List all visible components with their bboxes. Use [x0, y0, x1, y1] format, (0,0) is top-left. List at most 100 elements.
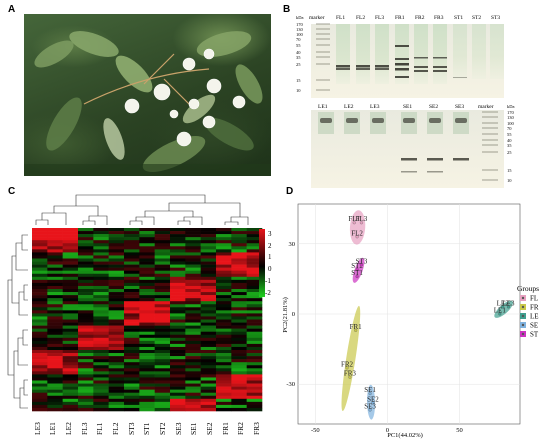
heatmap-cell	[139, 359, 155, 363]
lane-label: ST3	[491, 15, 500, 21]
heatmap-cell	[32, 243, 48, 247]
heatmap-cell	[108, 350, 125, 354]
heatmap-cell	[47, 246, 63, 250]
heatmap-cell	[47, 285, 63, 290]
heatmap-cell	[154, 304, 171, 308]
heatmap-cell	[139, 407, 155, 412]
heatmap-cell	[108, 386, 125, 390]
heatmap-cell	[108, 337, 125, 342]
heatmap-cell	[216, 377, 232, 381]
heatmap-cell	[47, 368, 63, 372]
heatmap-cell	[47, 276, 63, 281]
heatmap-cell	[32, 246, 48, 250]
heatmap-cell	[139, 337, 155, 342]
heatmap-cell	[108, 289, 125, 293]
heatmap-cell	[170, 380, 186, 384]
heatmap-cell	[246, 380, 263, 384]
heatmap-cell	[200, 301, 217, 305]
heatmap-cell	[246, 371, 263, 375]
pca-gridlines	[298, 204, 520, 424]
heatmap-cell	[124, 307, 140, 311]
heatmap-cell	[47, 264, 63, 268]
heatmap-cell	[200, 243, 217, 247]
heatmap-cell	[62, 246, 79, 250]
heatmap-cell	[62, 289, 79, 293]
heatmap-cell	[32, 337, 48, 342]
heatmap-cell	[93, 316, 109, 320]
heatmap-cell	[246, 362, 263, 366]
heatmap-cell	[200, 383, 217, 387]
heatmap-cell	[200, 237, 217, 241]
heatmap-cell	[108, 249, 125, 253]
heatmap-cell	[170, 292, 186, 296]
heatmap-cell	[62, 295, 79, 299]
heatmap-cell	[62, 334, 79, 339]
heatmap-cell	[124, 282, 140, 287]
heatmap-cell	[124, 404, 140, 409]
scale-tick-label: -2	[265, 289, 271, 297]
heatmap-cell	[170, 249, 186, 253]
heatmap-cell	[124, 386, 140, 390]
heatmap-cell	[32, 368, 48, 372]
heatmap-cell	[108, 343, 125, 348]
heatmap-cell	[154, 261, 171, 265]
heatmap-cell	[185, 276, 201, 281]
heatmap-cell	[231, 346, 247, 351]
heatmap-cell	[93, 404, 109, 409]
heatmap-cell	[93, 255, 109, 259]
heatmap-cell	[246, 401, 263, 406]
heatmap-cell	[170, 285, 186, 290]
heatmap-cells	[32, 228, 263, 412]
heatmap-cell	[78, 295, 94, 299]
heatmap-cell	[139, 377, 155, 381]
heatmap-cell	[139, 346, 155, 351]
heatmap-cell	[200, 307, 217, 311]
point-label: ST1	[351, 269, 363, 277]
heatmap-cell	[93, 243, 109, 247]
heatmap-cell	[231, 304, 247, 308]
heatmap-cell	[32, 346, 48, 351]
heatmap-cell	[154, 240, 171, 244]
heatmap-cell	[124, 255, 140, 259]
ladder-label: 15	[296, 78, 301, 83]
heatmap-cell	[62, 380, 79, 384]
ladder-label: 10	[296, 88, 301, 93]
column-label: LE2	[64, 422, 73, 435]
heatmap-cell	[78, 346, 94, 351]
heatmap-cell	[32, 383, 48, 387]
heatmap-cell	[154, 252, 171, 256]
heatmap-cell	[108, 377, 125, 381]
heatmap-cell	[170, 389, 186, 393]
heatmap-cell	[154, 298, 171, 302]
heatmap-cell	[62, 359, 79, 363]
heatmap-cell	[47, 407, 63, 412]
pca-point	[359, 263, 363, 267]
heatmap-cell	[124, 377, 140, 381]
heatmap-cell	[246, 343, 263, 348]
heatmap-cell	[32, 255, 48, 259]
heatmap-cell	[231, 255, 247, 259]
heatmap-cell	[185, 234, 201, 238]
gel-top-unit: kDa	[296, 15, 304, 20]
ladder-label: 55	[296, 43, 301, 48]
heatmap-cell	[124, 231, 140, 235]
pca-tick-labels: -50 0 50 30 0 -30	[286, 241, 462, 434]
heatmap-cell	[108, 374, 125, 378]
heatmap-cell	[32, 353, 48, 357]
heatmap-cell	[32, 261, 48, 265]
heatmap-cell	[47, 389, 63, 393]
heatmap-cell	[32, 295, 48, 299]
heatmap-cell	[108, 234, 125, 238]
lane-label: SE1	[403, 104, 412, 110]
heatmap-cell	[62, 377, 79, 381]
heatmap-cell	[47, 292, 63, 296]
heatmap-cell	[139, 328, 155, 332]
ladder-label: 70	[507, 126, 512, 131]
heatmap-cell	[231, 383, 247, 387]
heatmap-cell	[139, 240, 155, 244]
heatmap-cell	[246, 282, 263, 287]
heatmap-cell	[154, 337, 171, 342]
heatmap-cell	[47, 249, 63, 253]
heatmap-cell	[93, 353, 109, 357]
heatmap-cell	[93, 231, 109, 235]
